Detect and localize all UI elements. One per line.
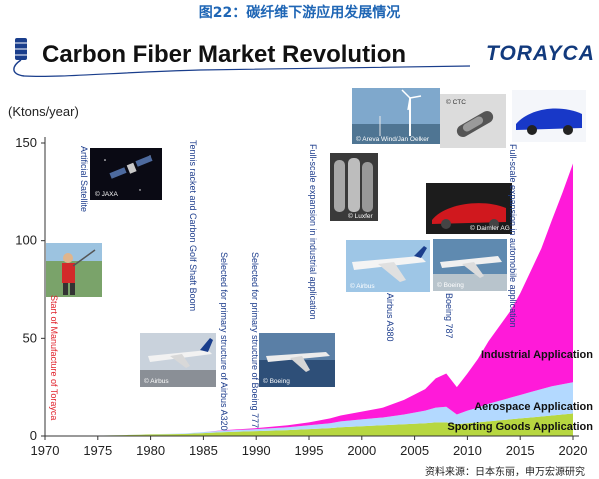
x-tick-label: 1970 (31, 443, 60, 458)
photo-ctc-tube: © CTC (440, 94, 506, 148)
photo-golfer (46, 243, 102, 297)
y-tick-label: 100 (15, 233, 37, 248)
area-layer (45, 163, 573, 436)
photo-satellite: © JAXA (90, 148, 162, 200)
x-tick-label: 1995 (295, 443, 324, 458)
photo-boeing-777: © Boeing (259, 333, 335, 387)
photo-wind-turbines: © Areva Wind/Jan Oelker (352, 88, 440, 144)
y-tick-label: 150 (15, 135, 37, 150)
photo-credit-a320: © Airbus (144, 377, 169, 385)
series-label-industrial: Industrial Application (481, 349, 593, 361)
event-tennis-golf: Tennis racket and Carbon Golf Shaft Boom (188, 140, 198, 311)
y-ticks: 0 50 100 150 (15, 135, 45, 443)
photo-pressure-tanks: © Luxfer (330, 153, 378, 221)
series-label-sporting: Sporting Goods Application (447, 421, 593, 433)
photo-airbus-a320: © Airbus (140, 333, 216, 387)
photo-credit-luxfer: © Luxfer (348, 212, 373, 220)
x-tick-label: 2005 (400, 443, 429, 458)
page-title: 图22：碳纤维下游应用发展情况 (198, 5, 401, 21)
photo-credit-ctc: © CTC (446, 98, 466, 106)
photo-credit-areva: © Areva Wind/Jan Oelker (356, 135, 430, 143)
title-underline (23, 65, 471, 78)
y-tick-label: 50 (23, 330, 37, 345)
x-tick-label: 2010 (453, 443, 482, 458)
area-sporting-goods (45, 413, 573, 436)
photo-credit-787: © Boeing (437, 281, 464, 289)
event-b787: Boeing 787 (444, 293, 454, 339)
y-tick-label: 0 (30, 428, 37, 443)
x-tick-label: 2000 (347, 443, 376, 458)
photo-boeing-787: © Boeing (433, 239, 507, 291)
x-tick-label: 2015 (506, 443, 535, 458)
photo-credit-daimler: © Daimler AG (470, 224, 510, 232)
photo-daimler-car: © Daimler AG (426, 183, 512, 234)
x-tick-label: 1975 (83, 443, 112, 458)
spool-icon (13, 38, 27, 77)
photo-sports-car (512, 90, 586, 142)
source-note: 资料来源：日本东丽，申万宏源研究 (425, 465, 585, 478)
event-industrial-expansion: Full-scale expansion in industrial appli… (308, 144, 318, 320)
x-tick-label: 2020 (559, 443, 588, 458)
photo-credit-777: © Boeing (263, 377, 290, 385)
event-toray-start: Start of Manufacture of Torayca (49, 295, 59, 420)
event-a380: Airbus A380 (385, 293, 395, 342)
series-label-aerospace: Aerospace Application (474, 401, 593, 413)
photo-airbus-a380: © Airbus (346, 240, 430, 292)
photo-credit-satellite: © JAXA (95, 190, 119, 198)
event-artificial-satellite: Artificial Satellite (79, 146, 89, 212)
chart-title: Carbon Fiber Market Revolution (42, 41, 406, 68)
x-tick-label: 1990 (242, 443, 271, 458)
torayca-logo: TORAYCA (486, 42, 595, 65)
event-a320: Selected for primary structure of Airbus… (219, 252, 229, 431)
x-tick-label: 1985 (189, 443, 218, 458)
x-tick-label: 1980 (136, 443, 165, 458)
y-axis-label: (Ktons/year) (8, 104, 79, 119)
photo-credit-a380: © Airbus (350, 282, 375, 290)
event-auto-expansion: Full-scale expansion in automobile appli… (508, 144, 518, 328)
event-b777: Selected for primary structure of Boeing… (250, 252, 260, 428)
axes (44, 137, 579, 437)
x-ticks: 1970 1975 1980 1985 1990 1995 2000 2005 2010 2015… (31, 436, 588, 458)
